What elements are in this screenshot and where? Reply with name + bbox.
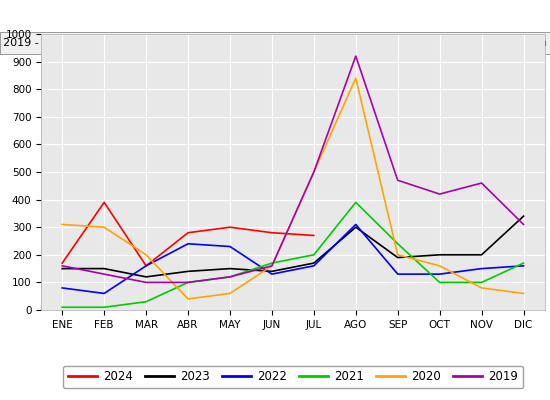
Legend: 2024, 2023, 2022, 2021, 2020, 2019: 2024, 2023, 2022, 2021, 2020, 2019 xyxy=(63,366,523,388)
Text: Evolucion Nº Turistas Nacionales en el municipio de Pozuelo de Tábara: Evolucion Nº Turistas Nacionales en el m… xyxy=(20,10,530,22)
Text: http://www.foro-ciudad.com: http://www.foro-ciudad.com xyxy=(392,38,547,48)
Text: 2019 - 2024: 2019 - 2024 xyxy=(3,38,70,48)
